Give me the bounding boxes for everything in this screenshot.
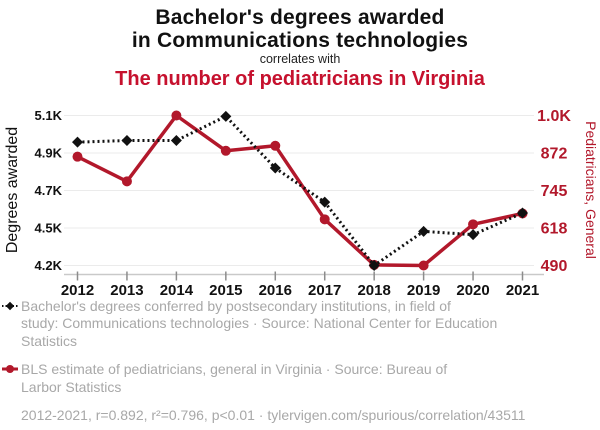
- pediatricians-series-marker-icon: [2, 365, 18, 374]
- x-tick-label: 2018: [357, 282, 390, 299]
- degrees-point: [121, 135, 133, 146]
- correlates-with-text: correlates with: [259, 52, 341, 66]
- degrees-point: [220, 110, 232, 122]
- chart-legend: Bachelor's degrees conferred by postseco…: [2, 298, 578, 423]
- right-axis-tick-label: 745: [541, 183, 568, 200]
- subtitle: The number of pediatricians in Virginia: [115, 68, 485, 90]
- pediatricians-line: [76, 113, 523, 268]
- degrees-point: [269, 162, 281, 174]
- x-tick-label: 2017: [308, 282, 341, 299]
- legend-line: Bachelor's degrees conferred by postseco…: [21, 298, 451, 314]
- x-tick-label: 2015: [209, 282, 242, 299]
- left-axis-tick-label: 4.9K: [35, 146, 63, 161]
- pediatricians-point: [72, 151, 83, 162]
- x-tick-label: 2021: [506, 282, 539, 299]
- right-axis-tick-label: 872: [541, 146, 568, 163]
- x-tick-label: 2014: [160, 282, 194, 299]
- degrees-point: [467, 229, 479, 241]
- degrees-line: [77, 114, 524, 267]
- stats-footer: 2012-2021, r=0.892, r²=0.796, p<0.01 · t…: [21, 407, 526, 424]
- pediatricians-point: [319, 214, 330, 225]
- legend-line: study: Communications technologies · Sou…: [21, 315, 498, 332]
- degrees-point: [418, 225, 430, 237]
- right-axis-tick-label: 618: [541, 221, 568, 238]
- degrees-point: [517, 207, 528, 219]
- left-axis-title: Degrees awarded: [4, 127, 21, 253]
- legend-line: Larbor Statistics: [21, 378, 122, 395]
- x-tick-label: 2019: [407, 282, 440, 299]
- pediatricians-point: [418, 260, 429, 271]
- legend-text-degrees: Bachelor's degrees conferred by postseco…: [21, 298, 497, 350]
- right-axis-tick-label: 1.0K: [537, 108, 571, 125]
- legend-line: BLS estimate of pediatricians, general i…: [21, 361, 448, 378]
- legend-text-pediatricians: BLS estimate of pediatricians, general i…: [21, 361, 447, 396]
- x-tick-label: 2013: [110, 282, 143, 299]
- pediatricians-point: [171, 110, 182, 121]
- degrees-series-marker-icon: [2, 301, 18, 311]
- pediatricians-point: [468, 219, 479, 230]
- x-tick-label: 2020: [456, 282, 489, 299]
- left-axis-tick-label: 4.2K: [35, 258, 63, 273]
- degrees-point: [72, 136, 83, 148]
- title-line-2: in Communications technologies: [131, 29, 469, 52]
- x-tick-label: 2016: [259, 282, 292, 299]
- pediatricians-point: [270, 140, 281, 151]
- left-axis-tick-label: 5.1K: [35, 108, 63, 123]
- degrees-point: [319, 196, 331, 208]
- pediatricians-point: [220, 145, 231, 156]
- left-axis-tick-label: 4.7K: [35, 183, 63, 198]
- right-axis-tick-label: 490: [541, 258, 568, 275]
- degrees-point: [170, 135, 182, 146]
- title-line-1: Bachelor's degrees awarded: [155, 6, 445, 29]
- right-axis-title: Pediatricians, General: [583, 121, 599, 259]
- x-tick-label: 2012: [61, 282, 94, 299]
- pediatricians-point: [121, 176, 132, 187]
- degrees-point: [368, 260, 380, 271]
- legend-item-pediatricians: BLS estimate of pediatricians, general i…: [2, 361, 578, 396]
- legend-item-degrees: Bachelor's degrees conferred by postseco…: [2, 298, 578, 350]
- chart-header: Bachelor's degrees awarded in Communicat…: [0, 0, 600, 91]
- legend-line: Statistics: [21, 332, 78, 349]
- left-axis-tick-label: 4.5K: [35, 221, 63, 236]
